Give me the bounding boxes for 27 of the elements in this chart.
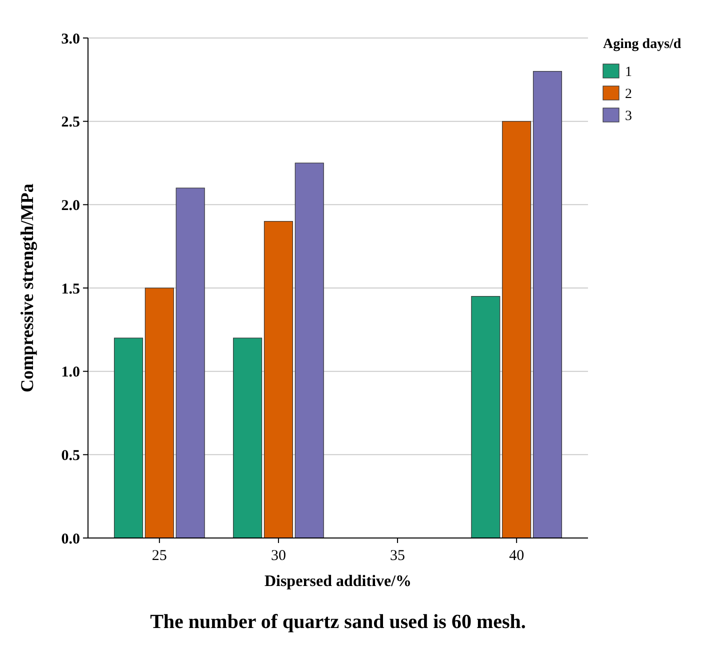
- bar: [264, 221, 293, 538]
- y-tick-label: 0.0: [61, 531, 80, 548]
- bar: [176, 188, 205, 538]
- y-tick-label: 3.0: [61, 31, 80, 48]
- x-axis-title: Dispersed additive/%: [264, 573, 412, 590]
- y-tick-label: 2.0: [61, 198, 80, 214]
- y-tick-label: 1.0: [61, 364, 80, 381]
- bar: [114, 338, 144, 538]
- bar: [294, 162, 324, 538]
- bar: [144, 288, 174, 538]
- y-tick-label: 1.5: [61, 281, 80, 298]
- bar: [502, 121, 532, 538]
- x-tick-label: 25: [152, 548, 167, 564]
- y-axis-title: Compressive strength/MPa: [17, 184, 37, 392]
- legend-label: 1: [625, 65, 632, 80]
- y-tick-label: 0.5: [61, 448, 80, 464]
- bar: [233, 338, 262, 538]
- x-tick-label: 40: [509, 548, 524, 564]
- bar: [471, 296, 500, 538]
- x-tick-label: 35: [390, 548, 406, 564]
- text: The number of quartz sand used is 60 mesh.: [150, 611, 526, 633]
- x-tick-label: 30: [270, 548, 286, 564]
- legend-label: 3: [625, 109, 632, 124]
- bar: [532, 71, 562, 538]
- y-tick-label: 2.5: [61, 114, 80, 131]
- legend-title: Aging days/d: [603, 37, 682, 52]
- legend-label: 2: [625, 87, 632, 102]
